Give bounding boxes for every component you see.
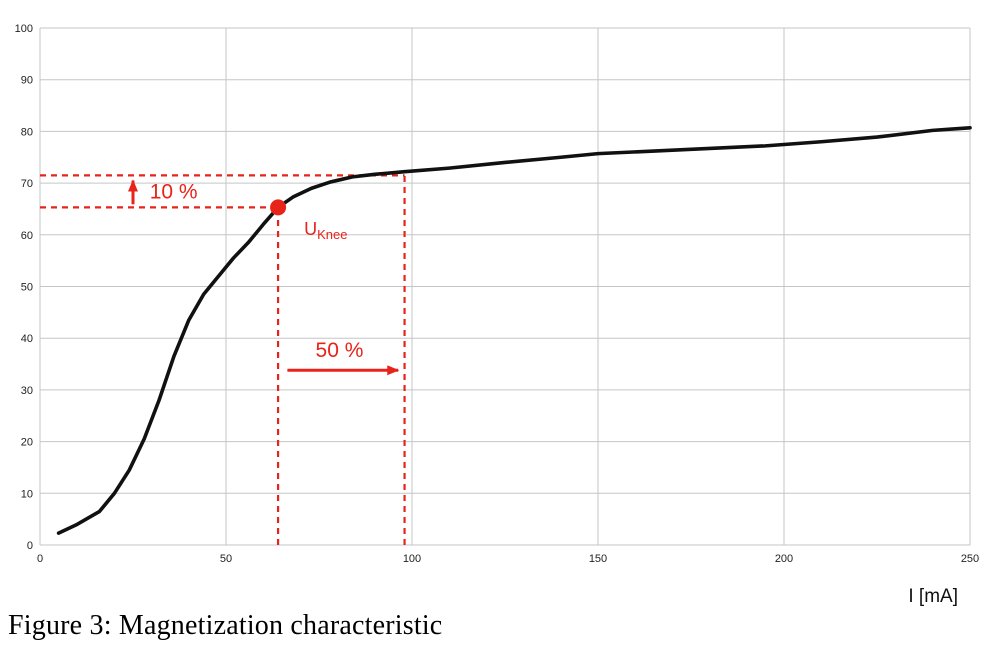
y-tick-label: 0: [27, 540, 33, 552]
magnetization-chart: 0 10 20 30 40 50 60 70 80 90 100 0 50 100 150 200 250 10 …: [15, 23, 980, 565]
magnetization-curve: [56, 125, 972, 535]
y-tick-label: 70: [21, 178, 33, 190]
x-tick-label: 0: [37, 553, 43, 565]
x-tick-label: 150: [589, 553, 607, 565]
y-tick-label: 20: [21, 437, 33, 449]
y-tick-label: 100: [15, 23, 33, 35]
y-tick-label: 90: [21, 75, 33, 87]
y-tick-label: 50: [21, 282, 33, 294]
x-tick-label: 50: [220, 553, 232, 565]
y-tick-label: 30: [21, 385, 33, 397]
knee-point-marker: [270, 199, 287, 216]
label-10-percent: 10 %: [150, 181, 198, 204]
knee-point-label: UKnee: [304, 219, 347, 242]
label-50-percent: 50 %: [316, 339, 364, 362]
y-tick-label: 40: [21, 333, 33, 345]
y-tick-label: 10: [21, 488, 33, 500]
x-tick-label: 250: [961, 553, 979, 565]
x-axis-label: I [mA]: [908, 586, 958, 607]
figure-caption: Figure 3: Magnetization characteristic: [8, 610, 443, 641]
x-tick-label: 200: [775, 553, 793, 565]
y-tick-label: 60: [21, 230, 33, 242]
y-tick-label: 80: [21, 126, 33, 138]
x-tick-label: 100: [403, 553, 421, 565]
